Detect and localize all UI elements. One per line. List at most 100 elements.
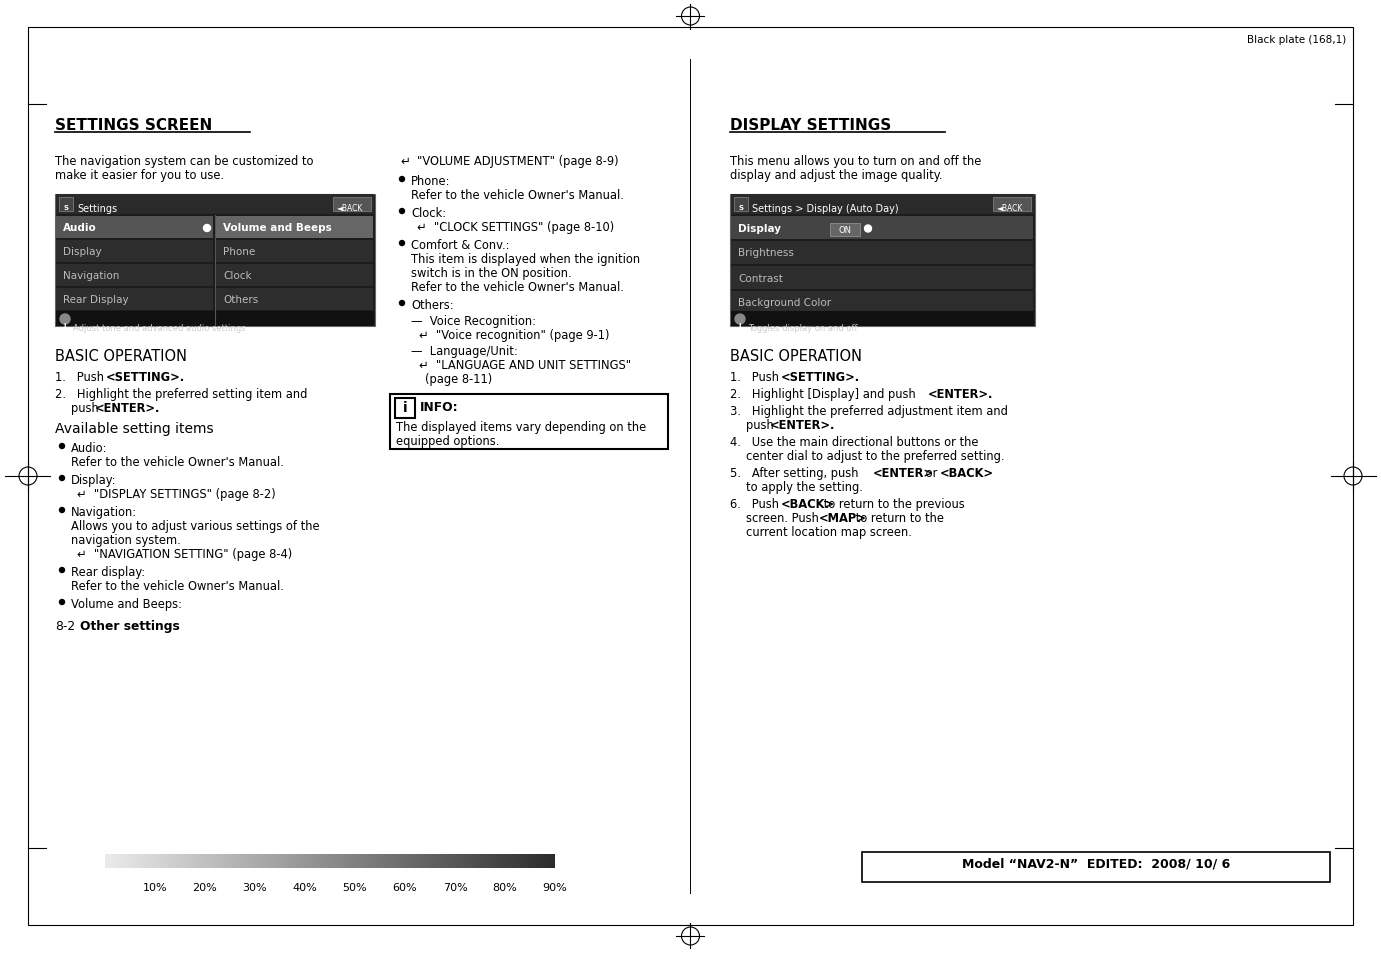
Bar [505, 854, 507, 868]
Bar [454, 854, 457, 868]
Text: Others: Others [222, 294, 258, 305]
Bar [313, 854, 315, 868]
Bar [526, 854, 528, 868]
Bar [283, 854, 284, 868]
Bar [308, 854, 311, 868]
Bar [521, 854, 522, 868]
Bar [333, 854, 336, 868]
Bar [278, 854, 280, 868]
Bar [428, 854, 429, 868]
Bar [497, 854, 499, 868]
Bar [115, 854, 117, 868]
Bar [164, 854, 166, 868]
Bar [170, 854, 171, 868]
Bar [354, 854, 355, 868]
Bar [460, 854, 463, 868]
Circle shape [735, 314, 744, 325]
Text: display and adjust the image quality.: display and adjust the image quality. [731, 169, 942, 182]
Bar [496, 854, 497, 868]
Bar [533, 854, 536, 868]
Bar [316, 854, 318, 868]
Bar [366, 854, 367, 868]
Bar [539, 854, 541, 868]
Bar [409, 854, 410, 868]
Bar [461, 854, 463, 868]
Bar [148, 854, 149, 868]
Bar [267, 854, 268, 868]
Bar [199, 854, 202, 868]
Bar [239, 854, 240, 868]
Bar [413, 854, 414, 868]
Text: i: i [64, 323, 66, 329]
Bar [181, 854, 182, 868]
Bar [731, 267, 1033, 290]
Bar [376, 854, 377, 868]
Bar [508, 854, 510, 868]
Bar [272, 854, 275, 868]
Circle shape [399, 301, 405, 306]
Bar [362, 854, 363, 868]
Text: "VOLUME ADJUSTMENT" (page 8-9): "VOLUME ADJUSTMENT" (page 8-9) [417, 154, 619, 168]
Bar [137, 854, 138, 868]
Bar [514, 854, 515, 868]
Text: 6.   Push: 6. Push [731, 497, 783, 511]
Text: Volume and Beeps: Volume and Beeps [222, 223, 331, 233]
Bar [384, 854, 385, 868]
Bar [457, 854, 458, 868]
Bar [406, 854, 409, 868]
Bar [215, 289, 373, 311]
Bar [443, 854, 445, 868]
Bar [312, 854, 313, 868]
Text: Background Color: Background Color [737, 298, 831, 308]
Bar [55, 194, 376, 327]
Bar [731, 292, 1033, 314]
Bar [192, 854, 193, 868]
Bar [383, 854, 384, 868]
Text: Available setting items: Available setting items [55, 421, 214, 436]
Bar [215, 216, 373, 239]
Circle shape [59, 508, 65, 513]
Bar [405, 854, 406, 868]
Bar [203, 854, 204, 868]
Bar [369, 854, 371, 868]
Bar [160, 854, 162, 868]
Bar [467, 854, 470, 868]
Bar [330, 854, 331, 868]
Bar [532, 854, 533, 868]
Text: Phone: Phone [222, 247, 255, 256]
Bar [993, 198, 1032, 212]
Bar [492, 854, 493, 868]
Bar [122, 854, 123, 868]
Bar [464, 854, 465, 868]
Bar [275, 854, 276, 868]
Bar [173, 854, 174, 868]
Bar [548, 854, 550, 868]
Bar [284, 854, 286, 868]
Bar [374, 854, 376, 868]
Bar [434, 854, 435, 868]
Bar [396, 854, 398, 868]
Bar [439, 854, 441, 868]
Bar [435, 854, 436, 868]
Bar [226, 854, 228, 868]
Bar [481, 854, 482, 868]
Bar [533, 854, 534, 868]
Bar [222, 854, 224, 868]
Bar [327, 854, 329, 868]
Bar [490, 854, 493, 868]
Text: S: S [64, 205, 69, 211]
Bar [276, 854, 278, 868]
Bar [494, 854, 496, 868]
Bar [351, 854, 352, 868]
Bar [414, 854, 416, 868]
Text: Settings: Settings [77, 204, 117, 213]
Bar [269, 854, 271, 868]
Bar [479, 854, 481, 868]
Bar [432, 854, 434, 868]
Bar [450, 854, 452, 868]
Bar [470, 854, 471, 868]
Bar [476, 854, 478, 868]
Text: ↵  "DISPLAY SETTINGS" (page 8-2): ↵ "DISPLAY SETTINGS" (page 8-2) [77, 488, 276, 500]
Bar [515, 854, 518, 868]
Text: ↵  "LANGUAGE AND UNIT SETTINGS": ↵ "LANGUAGE AND UNIT SETTINGS" [418, 358, 631, 372]
